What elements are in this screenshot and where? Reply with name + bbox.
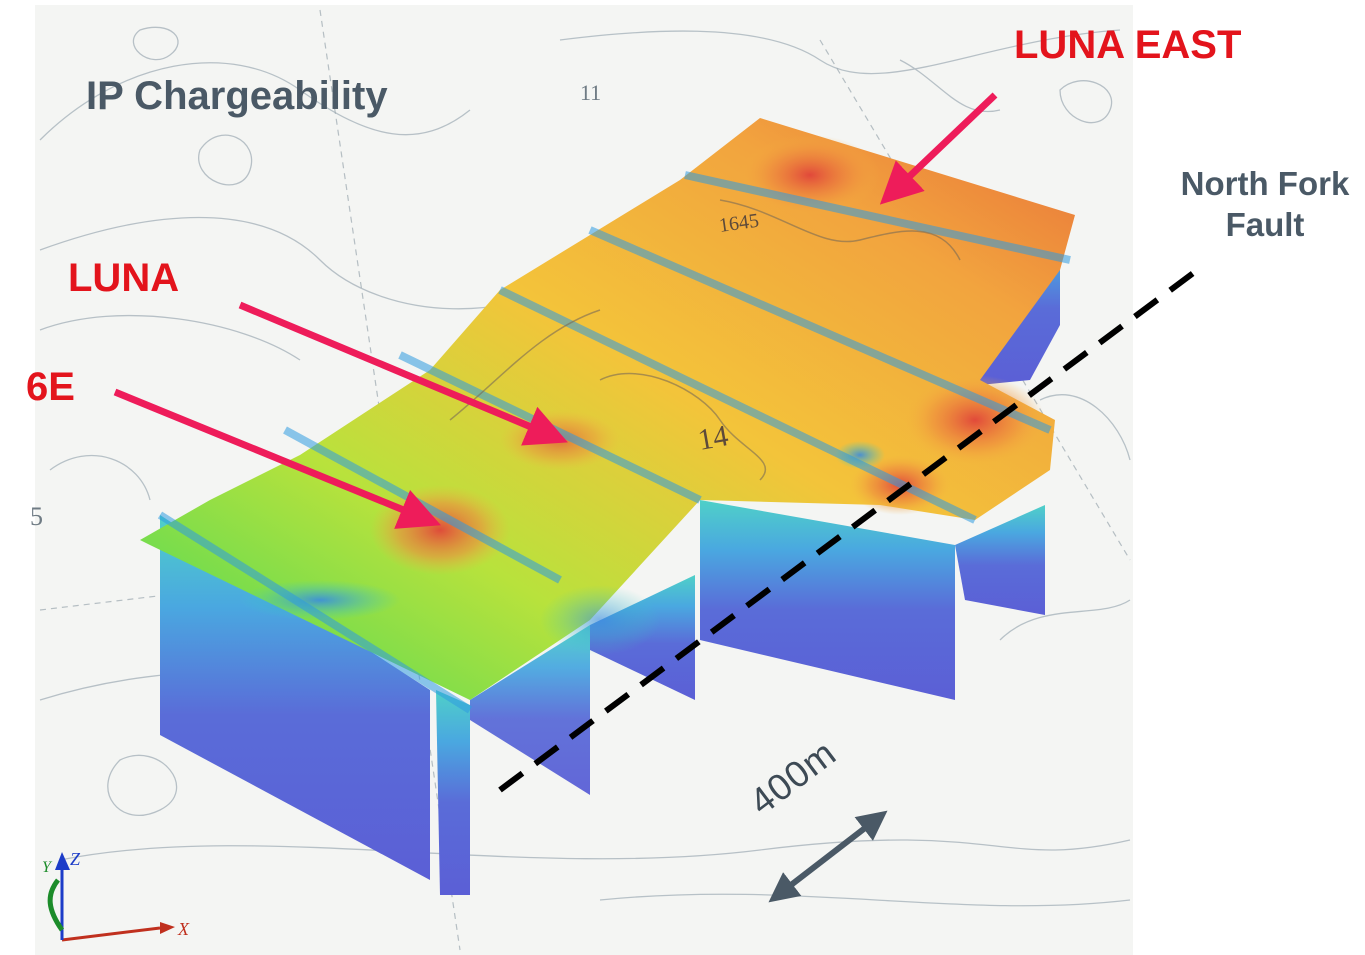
axis-z-label: Z: [70, 849, 81, 869]
contour-label-11: 11: [580, 80, 601, 105]
label-luna: LUNA: [68, 256, 180, 300]
axes-triad: X Z Y: [42, 849, 190, 942]
label-luna-east: LUNA EAST: [1014, 23, 1242, 67]
target-arrows: [113, 92, 998, 529]
axis-x-label: X: [177, 919, 190, 939]
fault-label-line1: North Fork: [1180, 165, 1350, 202]
arrow-luna-east: [879, 92, 998, 205]
map-title: IP Chargeability: [86, 74, 388, 118]
label-north-fork-fault: North Fork Fault: [1160, 163, 1365, 246]
label-6e: 6E: [26, 365, 75, 409]
contour-label-14: 14: [695, 419, 730, 457]
axis-y-label: Y: [42, 859, 53, 876]
fault-label-line2: Fault: [1225, 206, 1305, 244]
ip-section-walls: [160, 215, 1060, 895]
scale-bar-arrow: [768, 810, 888, 903]
arrow-6e: [113, 388, 441, 529]
north-fork-fault-line: [498, 265, 1202, 793]
arrow-luna: [238, 301, 568, 446]
anomaly-6e: [370, 485, 510, 575]
contour-label-5: 5: [30, 502, 43, 531]
